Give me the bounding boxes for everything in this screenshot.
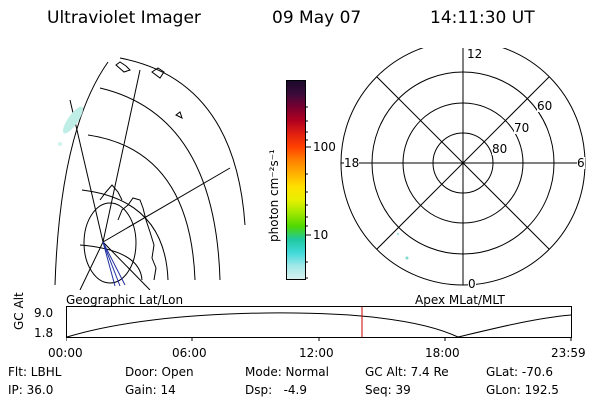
mlt-label-0: 0	[468, 277, 476, 291]
mlat-label-60: 60	[537, 99, 553, 113]
instrument-title: Ultraviolet Imager	[47, 8, 201, 28]
meridian-line	[102, 167, 231, 243]
mlt-label-6: 6	[577, 156, 585, 170]
observation-date: 09 May 07	[272, 8, 362, 28]
colorbar-tick-100: 100	[313, 140, 336, 154]
time-tick-0000: 00:00	[48, 346, 83, 360]
gain-info: Gain: 14	[125, 383, 176, 397]
apex-polar-plot	[340, 48, 586, 286]
meridian-line	[79, 241, 104, 290]
glon-info: GLon: 192.5	[486, 383, 559, 397]
apex-panel-label: Apex MLat/MLT	[415, 293, 505, 307]
track-lines	[102, 241, 126, 287]
altitude-timeline	[66, 306, 572, 341]
coastline	[99, 184, 123, 201]
timeline-frame	[66, 306, 572, 338]
intensity-colorbar	[286, 80, 306, 280]
mlat-label-70: 70	[514, 121, 530, 135]
altitude-ytick-min: 1.8	[34, 326, 54, 340]
mlt-label-18: 18	[344, 156, 360, 170]
seq-info: Seq: 39	[365, 383, 411, 397]
globe-limb-arc	[54, 61, 109, 286]
mode-info: Mode: Normal	[245, 365, 329, 379]
observation-time: 14:11:30 UT	[430, 8, 535, 28]
time-tick-2359: 23:59	[551, 346, 586, 360]
aurora-emission	[396, 232, 400, 236]
latitude-arc	[99, 87, 221, 281]
colorbar-tick-10: 10	[313, 228, 329, 242]
geo-panel-label: Geographic Lat/Lon	[66, 293, 184, 307]
glat-info: GLat: -70.6	[486, 365, 553, 379]
altitude-ytick-max: 9.0	[34, 306, 54, 320]
altitude-curve	[66, 312, 572, 338]
dsp-info: Dsp: -4.9	[245, 383, 308, 397]
aurora-emission	[62, 106, 84, 134]
coastline	[115, 61, 131, 73]
ip-info: IP: 36.0	[8, 383, 54, 397]
door-info: Door: Open	[125, 365, 194, 379]
latitude-arc	[79, 244, 143, 281]
fov-ellipse	[83, 202, 137, 284]
latitude-arc	[87, 134, 196, 281]
time-tick-1800: 18:00	[425, 346, 460, 360]
gc-alt-info: GC Alt: 7.4 Re	[365, 365, 449, 379]
altitude-ylabel: GC Alt	[12, 292, 26, 330]
time-tick-1200: 12:00	[299, 346, 334, 360]
time-tick-0600: 06:00	[172, 346, 207, 360]
latitude-arc	[119, 57, 246, 226]
mlt-diagonal	[376, 76, 550, 250]
colorbar-unit-label: photon cm⁻²s⁻¹	[267, 149, 281, 242]
mlat-label-80: 80	[492, 142, 508, 156]
meridian-line	[102, 241, 151, 290]
colorbar-ticks	[305, 106, 311, 279]
filter-info: Flt: LBHL	[8, 365, 62, 379]
mlt-label-12: 12	[467, 47, 483, 61]
meridian-line	[102, 69, 141, 243]
coastline	[151, 67, 165, 79]
aurora-emission	[405, 256, 409, 260]
coastline	[175, 111, 183, 119]
aurora-emission	[58, 142, 62, 146]
geographic-map	[54, 57, 246, 290]
coastline	[117, 197, 157, 281]
